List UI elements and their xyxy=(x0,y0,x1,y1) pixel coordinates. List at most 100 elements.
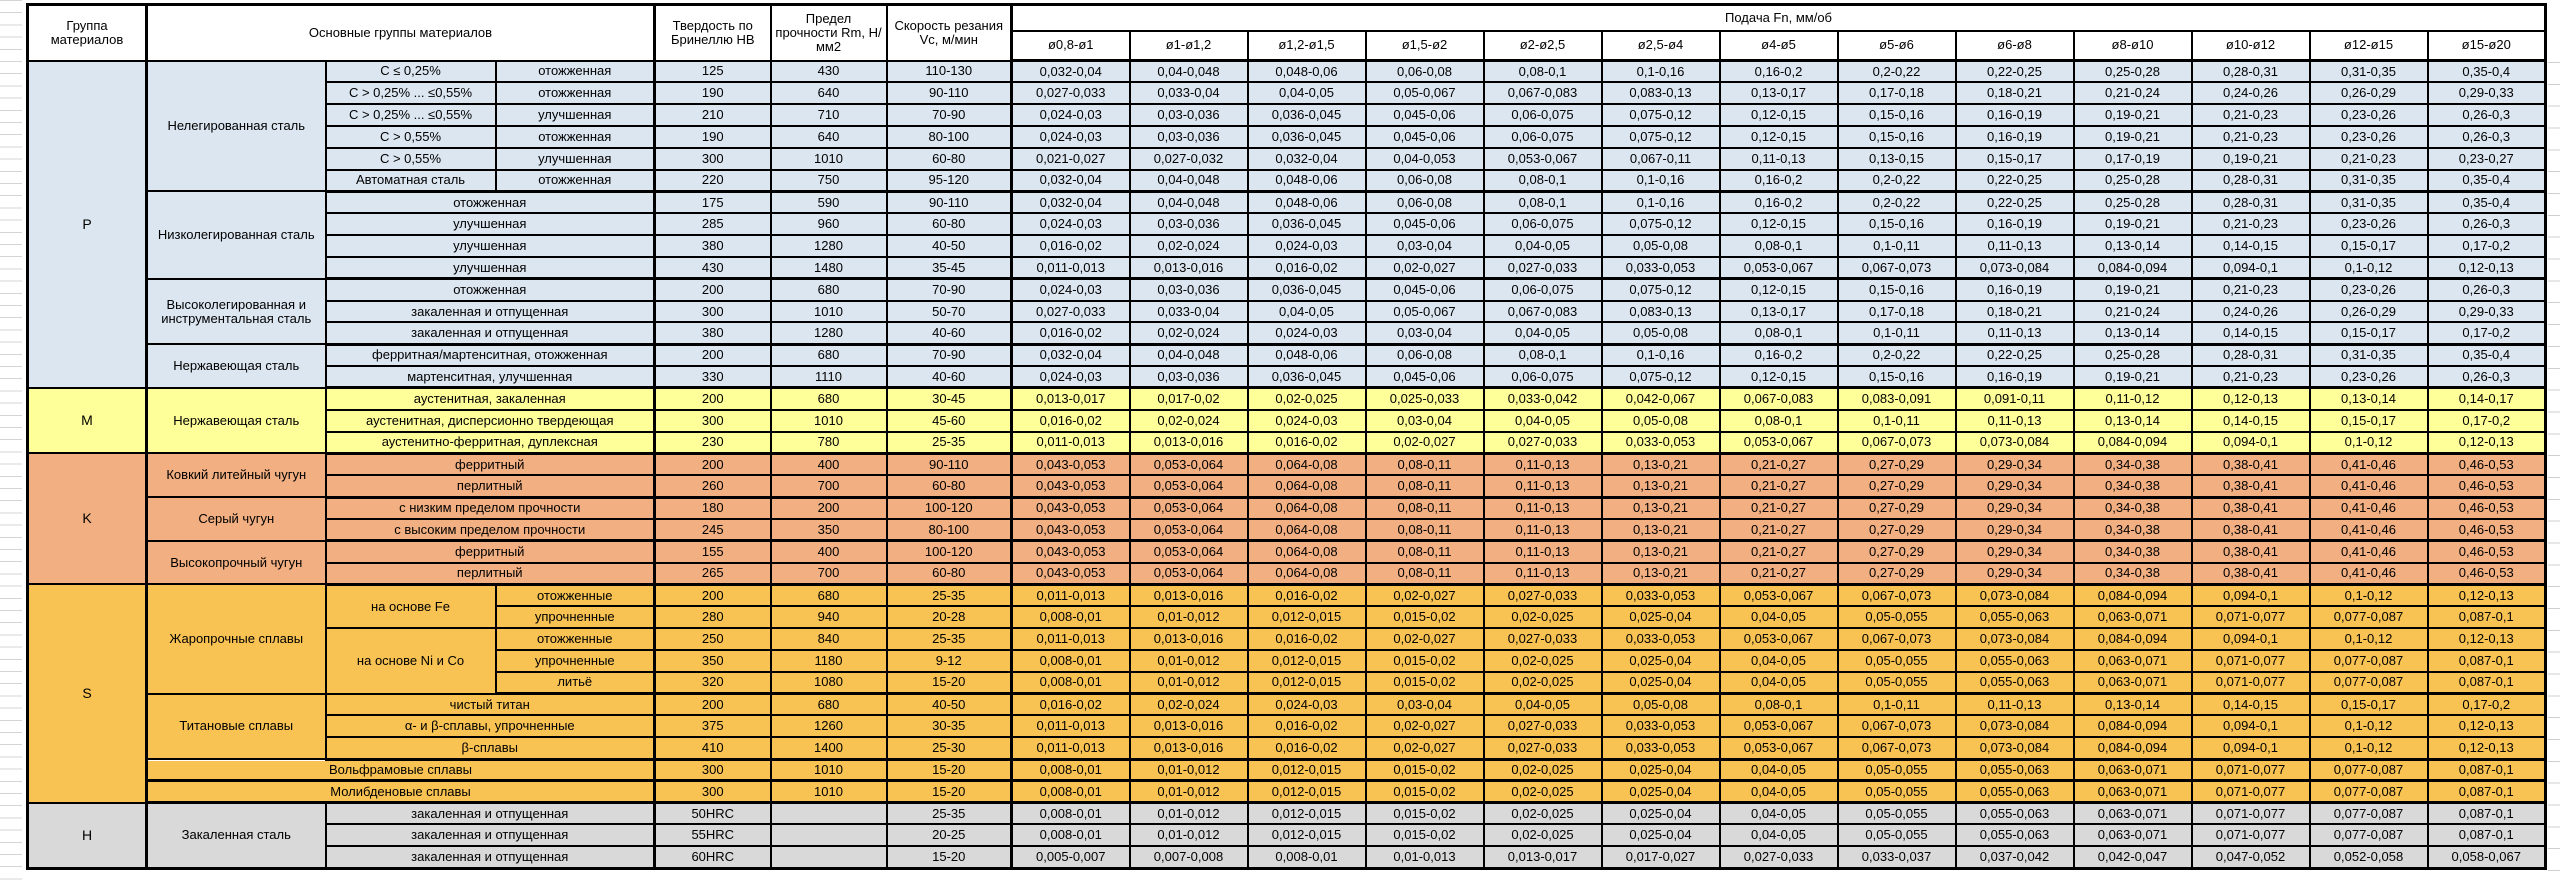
feed-cell[interactable]: 0,063-0,071 xyxy=(2072,605,2193,630)
feed-cell[interactable]: 0,14-0,15 xyxy=(2190,408,2311,433)
feed-cell[interactable]: 0,27-0,29 xyxy=(1836,452,1957,477)
feed-cell[interactable]: 0,03-0,036 xyxy=(1128,212,1249,237)
feed-cell[interactable]: 0,18-0,21 xyxy=(1954,81,2075,106)
header-diameter-range[interactable]: ø2-ø2,5 xyxy=(1482,29,1603,62)
feed-cell[interactable]: 0,013-0,016 xyxy=(1128,255,1249,281)
feed-cell[interactable]: 0,03-0,036 xyxy=(1128,365,1249,390)
feed-cell[interactable]: 0,024-0,03 xyxy=(1246,692,1367,717)
feed-cell[interactable]: 0,021-0,027 xyxy=(1010,146,1131,171)
feed-cell[interactable]: 0,1-0,12 xyxy=(2308,714,2429,739)
feed-cell[interactable]: 0,027-0,033 xyxy=(1482,714,1603,739)
speed-cell[interactable]: 25-35 xyxy=(885,583,1013,608)
feed-cell[interactable]: 0,01-0,012 xyxy=(1128,648,1249,673)
strength-cell[interactable]: 400 xyxy=(769,539,888,564)
feed-cell[interactable]: 0,08-0,1 xyxy=(1718,408,1839,433)
feed-cell[interactable]: 0,17-0,19 xyxy=(2072,146,2193,171)
feed-cell[interactable]: 0,2-0,22 xyxy=(1836,343,1957,368)
hardness-cell[interactable]: 330 xyxy=(653,365,772,390)
feed-cell[interactable]: 0,41-0,46 xyxy=(2308,561,2429,586)
feed-cell[interactable]: 0,12-0,13 xyxy=(2426,714,2547,739)
feed-cell[interactable]: 0,35-0,4 xyxy=(2426,59,2547,84)
feed-cell[interactable]: 0,087-0,1 xyxy=(2426,823,2547,848)
feed-cell[interactable]: 0,05-0,067 xyxy=(1364,299,1485,324)
feed-cell[interactable]: 0,032-0,04 xyxy=(1010,59,1131,84)
feed-cell[interactable]: 0,01-0,012 xyxy=(1128,801,1249,826)
feed-cell[interactable]: 0,14-0,15 xyxy=(2190,692,2311,717)
feed-cell[interactable]: 0,16-0,19 xyxy=(1954,277,2075,302)
feed-cell[interactable]: 0,017-0,027 xyxy=(1600,845,1721,870)
feed-cell[interactable]: 0,067-0,073 xyxy=(1836,627,1957,651)
feed-cell[interactable]: 0,077-0,087 xyxy=(2308,779,2429,805)
feed-cell[interactable]: 0,024-0,03 xyxy=(1010,212,1131,237)
strength-cell[interactable]: 200 xyxy=(769,496,888,520)
feed-cell[interactable]: 0,29-0,34 xyxy=(1954,452,2075,477)
subfamily-cell[interactable]: Автоматная сталь xyxy=(324,168,497,193)
feed-cell[interactable]: 0,29-0,34 xyxy=(1954,539,2075,564)
header-feed[interactable]: Подача Fn, мм/об xyxy=(1010,3,2547,32)
feed-cell[interactable]: 0,016-0,02 xyxy=(1010,234,1131,258)
feed-cell[interactable]: 0,46-0,53 xyxy=(2426,452,2547,477)
feed-cell[interactable]: 0,064-0,08 xyxy=(1246,561,1367,586)
feed-cell[interactable]: 0,016-0,02 xyxy=(1246,583,1367,608)
feed-cell[interactable]: 0,35-0,4 xyxy=(2426,343,2547,368)
strength-cell[interactable]: 1010 xyxy=(769,758,888,783)
feed-cell[interactable]: 0,04-0,053 xyxy=(1364,146,1485,171)
feed-cell[interactable]: 0,08-0,1 xyxy=(1718,234,1839,258)
speed-cell[interactable]: 40-50 xyxy=(885,692,1013,717)
feed-cell[interactable]: 0,02-0,025 xyxy=(1246,386,1367,411)
feed-cell[interactable]: 0,053-0,067 xyxy=(1482,146,1603,171)
feed-cell[interactable]: 0,16-0,2 xyxy=(1718,59,1839,84)
feed-cell[interactable]: 0,19-0,21 xyxy=(2072,124,2193,149)
feed-cell[interactable]: 0,05-0,08 xyxy=(1600,692,1721,717)
header-diameter-range[interactable]: ø5-ø6 xyxy=(1836,29,1957,62)
feed-cell[interactable]: 0,21-0,23 xyxy=(2190,212,2311,237)
feed-cell[interactable]: 0,024-0,03 xyxy=(1246,234,1367,258)
feed-cell[interactable]: 0,033-0,037 xyxy=(1836,845,1957,870)
hardness-cell[interactable]: 300 xyxy=(653,408,772,433)
feed-cell[interactable]: 0,13-0,14 xyxy=(2072,321,2193,346)
subfamily-cell[interactable]: C > 0,25% ... ≤0,55% xyxy=(324,81,497,106)
feed-cell[interactable]: 0,094-0,1 xyxy=(2190,736,2311,761)
strength-cell[interactable]: 680 xyxy=(769,583,888,608)
header-diameter-range[interactable]: ø4-ø5 xyxy=(1718,29,1839,62)
feed-cell[interactable]: 0,027-0,033 xyxy=(1482,627,1603,651)
subfamily-cell[interactable]: на основе Fe xyxy=(324,583,497,630)
hardness-cell[interactable]: 265 xyxy=(653,561,772,586)
feed-cell[interactable]: 0,06-0,08 xyxy=(1364,59,1485,84)
condition-cell[interactable]: улучшенная xyxy=(324,212,656,237)
feed-cell[interactable]: 0,27-0,29 xyxy=(1836,496,1957,520)
feed-cell[interactable]: 0,027-0,033 xyxy=(1010,81,1131,106)
speed-cell[interactable]: 60-80 xyxy=(885,146,1013,171)
feed-cell[interactable]: 0,41-0,46 xyxy=(2308,452,2429,477)
feed-cell[interactable]: 0,055-0,063 xyxy=(1954,823,2075,848)
feed-cell[interactable]: 0,015-0,02 xyxy=(1364,801,1485,826)
feed-cell[interactable]: 0,012-0,015 xyxy=(1246,801,1367,826)
speed-cell[interactable]: 95-120 xyxy=(885,168,1013,193)
feed-cell[interactable]: 0,087-0,1 xyxy=(2426,801,2547,826)
feed-cell[interactable]: 0,008-0,01 xyxy=(1246,845,1367,870)
feed-cell[interactable]: 0,11-0,12 xyxy=(2072,386,2193,411)
feed-cell[interactable]: 0,016-0,02 xyxy=(1010,408,1131,433)
feed-cell[interactable]: 0,1-0,12 xyxy=(2308,736,2429,761)
strength-cell[interactable]: 430 xyxy=(769,59,888,84)
feed-cell[interactable]: 0,11-0,13 xyxy=(1954,408,2075,433)
feed-cell[interactable]: 0,053-0,064 xyxy=(1128,539,1249,564)
condition-cell[interactable]: ферритный xyxy=(324,539,656,564)
feed-cell[interactable]: 0,12-0,15 xyxy=(1718,124,1839,149)
speed-cell[interactable]: 9-12 xyxy=(885,648,1013,673)
hardness-cell[interactable]: 50HRC xyxy=(653,801,772,826)
feed-cell[interactable]: 0,032-0,04 xyxy=(1010,343,1131,368)
feed-cell[interactable]: 0,12-0,15 xyxy=(1718,277,1839,302)
feed-cell[interactable]: 0,043-0,053 xyxy=(1010,561,1131,586)
header-diameter-range[interactable]: ø12-ø15 xyxy=(2308,29,2429,62)
feed-cell[interactable]: 0,053-0,067 xyxy=(1718,430,1839,455)
strength-cell[interactable]: 1260 xyxy=(769,714,888,739)
feed-cell[interactable]: 0,027-0,033 xyxy=(1482,736,1603,761)
feed-cell[interactable]: 0,027-0,033 xyxy=(1482,255,1603,281)
feed-cell[interactable]: 0,008-0,01 xyxy=(1010,670,1131,696)
feed-cell[interactable]: 0,13-0,14 xyxy=(2072,692,2193,717)
feed-cell[interactable]: 0,084-0,094 xyxy=(2072,430,2193,455)
feed-cell[interactable]: 0,26-0,3 xyxy=(2426,124,2547,149)
feed-cell[interactable]: 0,19-0,21 xyxy=(2072,365,2193,390)
condition-cell[interactable]: аустенитно-ферритная, дуплексная xyxy=(324,430,656,455)
